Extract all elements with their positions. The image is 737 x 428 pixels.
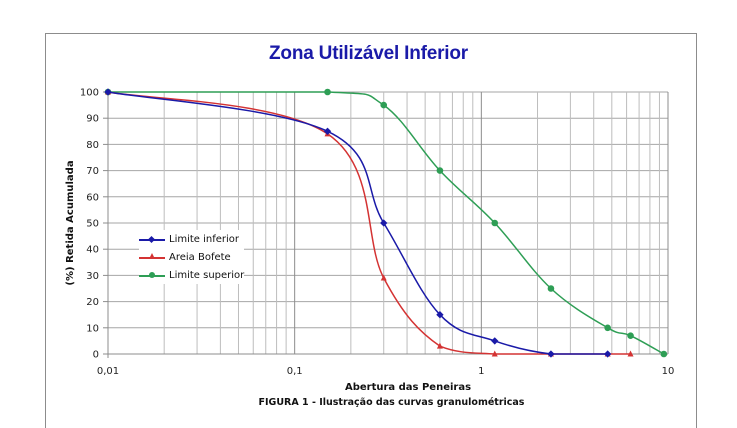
data-point xyxy=(323,127,332,135)
x-tick-label: 0,1 xyxy=(287,366,303,377)
data-point xyxy=(380,101,388,109)
y-tick-label: 30 xyxy=(86,271,99,282)
chart-title: Zona Utilizável Inferior xyxy=(269,43,468,64)
y-tick-label: 0 xyxy=(93,350,99,361)
x-axis-title: Abertura das Peneiras xyxy=(345,382,471,393)
legend: Limite inferior Areia Bofete Limite supe… xyxy=(139,230,245,284)
data-point xyxy=(627,332,634,339)
data-point xyxy=(436,167,444,174)
y-axis-title: (%) Retida Acumulada xyxy=(65,160,76,285)
data-point xyxy=(491,350,498,357)
circle-marker-icon xyxy=(139,270,165,280)
series-limite-inferior xyxy=(104,88,612,358)
legend-item-limite-superior: Limite superior xyxy=(139,266,244,284)
data-point xyxy=(603,350,612,358)
legend-item-areia-bofete: Areia Bofete xyxy=(139,248,244,266)
y-tick-label: 80 xyxy=(86,140,99,151)
y-tick-label: 60 xyxy=(86,192,99,203)
data-point xyxy=(436,311,444,319)
data-point xyxy=(324,88,331,96)
y-tick-label: 70 xyxy=(86,166,99,177)
y-tick-label: 50 xyxy=(86,219,99,230)
data-point xyxy=(491,219,499,227)
axis-labels: 0 10 20 30 40 50 60 70 80 90 100 0,01 0,1 1 10 Abertura… xyxy=(65,88,674,394)
x-tick-label: 0,01 xyxy=(97,366,119,377)
grid-lines xyxy=(107,91,669,354)
y-tick-label: 100 xyxy=(80,88,99,99)
figure-caption: FIGURA 1 - Ilustração das curvas granulo… xyxy=(258,397,525,408)
legend-item-limite-inferior: Limite inferior xyxy=(139,230,244,248)
y-tick-label: 10 xyxy=(86,323,99,334)
legend-label: Limite superior xyxy=(169,269,245,281)
data-point xyxy=(627,350,634,357)
x-tick-label: 1 xyxy=(478,366,484,377)
y-tick-label: 90 xyxy=(86,114,99,125)
data-point xyxy=(380,219,388,227)
data-series xyxy=(104,88,668,358)
diamond-marker-icon xyxy=(139,234,165,244)
data-point xyxy=(436,342,443,349)
y-tick-label: 40 xyxy=(86,245,99,256)
data-point xyxy=(547,350,555,358)
data-point xyxy=(604,324,611,332)
data-point xyxy=(380,274,387,281)
legend-label: Limite inferior xyxy=(169,233,240,245)
triangle-marker-icon xyxy=(139,252,165,262)
y-tick-label: 20 xyxy=(86,297,99,308)
series-limite-superior xyxy=(104,88,668,358)
data-point xyxy=(547,285,555,292)
data-point xyxy=(491,337,499,345)
data-point xyxy=(660,350,668,358)
data-point xyxy=(104,88,112,96)
x-tick-label: 10 xyxy=(662,366,675,377)
legend-label: Areia Bofete xyxy=(169,251,231,263)
